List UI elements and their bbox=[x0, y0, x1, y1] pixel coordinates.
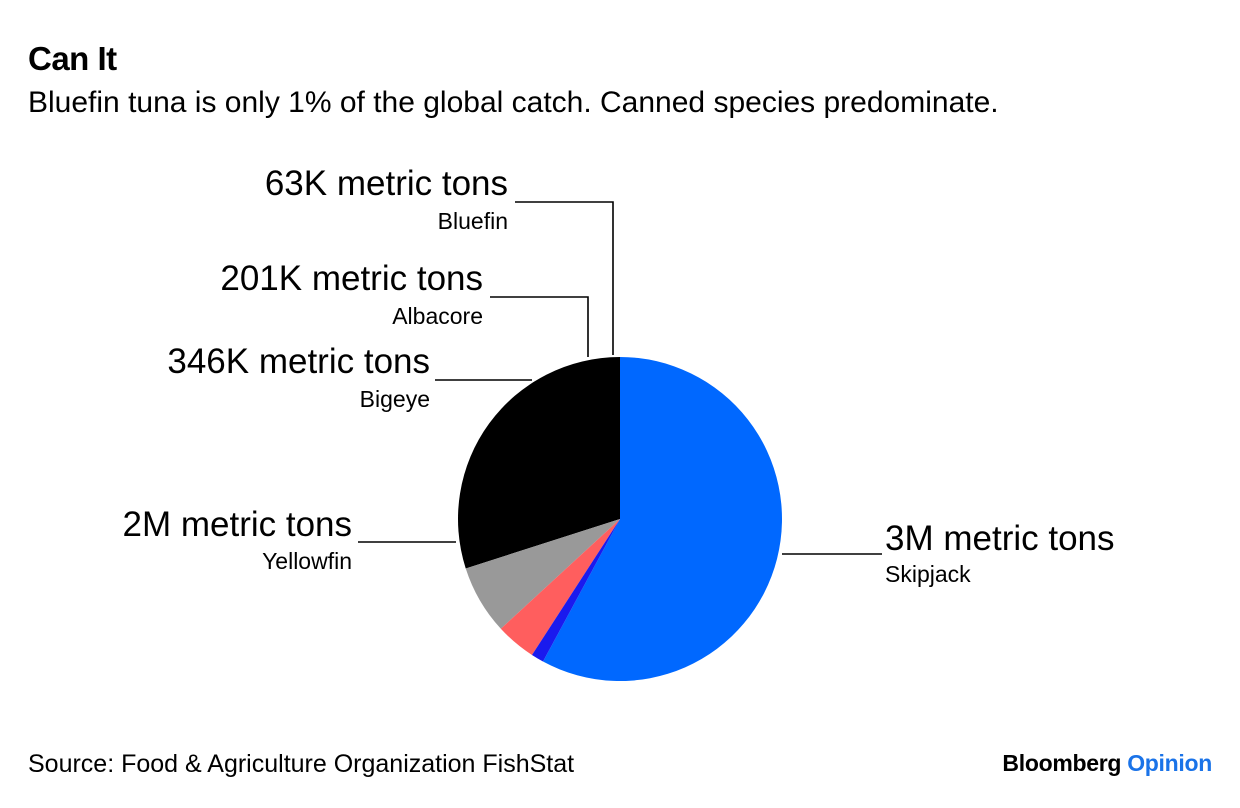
value-label-skipjack: 3M metric tons bbox=[885, 519, 1115, 558]
value-label-bluefin: 63K metric tons bbox=[265, 164, 508, 203]
pie-slice-albacore bbox=[500, 519, 620, 656]
pie-slice-skipjack bbox=[542, 357, 782, 681]
leader-line-albacore bbox=[490, 296, 589, 357]
source-note: Source: Food & Agriculture Organization … bbox=[28, 750, 575, 778]
chart-title: Can It bbox=[28, 40, 117, 77]
value-label-yellowfin: 2M metric tons bbox=[123, 505, 353, 544]
pie-slice-yellowfin bbox=[457, 357, 620, 569]
value-label-albacore: 201K metric tons bbox=[220, 259, 483, 298]
value-label-bigeye: 346K metric tons bbox=[167, 342, 430, 381]
pie-slice-bluefin bbox=[531, 519, 620, 662]
category-label-bigeye: Bigeye bbox=[360, 386, 430, 412]
brand-secondary: Opinion bbox=[1127, 750, 1212, 776]
leader-line-bluefin bbox=[515, 201, 614, 355]
category-label-yellowfin: Yellowfin bbox=[262, 548, 352, 574]
brand-primary: Bloomberg bbox=[1002, 750, 1122, 776]
category-label-skipjack: Skipjack bbox=[885, 561, 971, 587]
pie-slice-bigeye bbox=[465, 519, 620, 629]
chart-subtitle: Bluefin tuna is only 1% of the global ca… bbox=[28, 86, 999, 119]
brand-logo: Bloomberg Opinion bbox=[1002, 750, 1212, 777]
category-label-bluefin: Bluefin bbox=[438, 208, 508, 234]
category-label-albacore: Albacore bbox=[392, 303, 483, 329]
